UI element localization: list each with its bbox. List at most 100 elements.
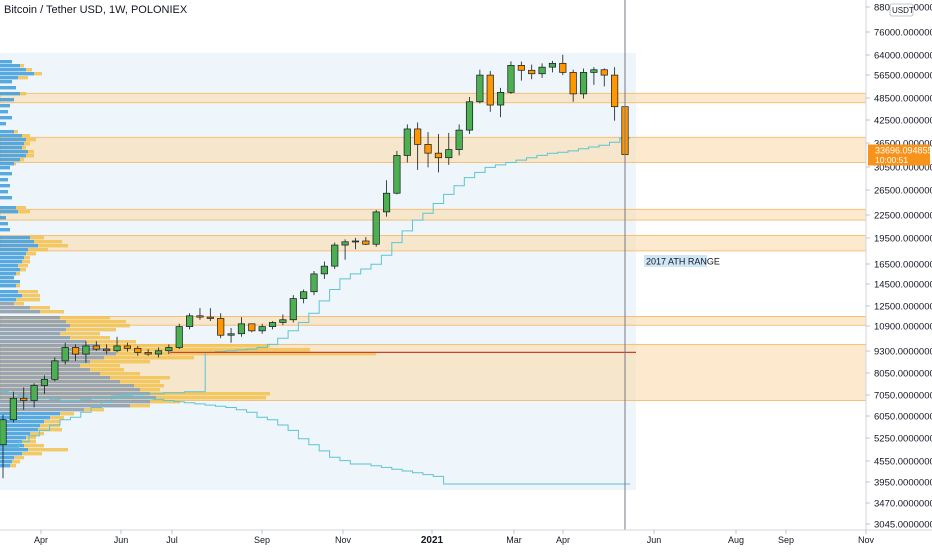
candle-body[interactable] (72, 347, 80, 355)
candle-body[interactable] (289, 298, 297, 321)
resistance-zone-1 (0, 92, 867, 104)
candle-body[interactable] (486, 74, 494, 106)
candles-layer[interactable] (0, 54, 629, 479)
candle-body[interactable] (165, 347, 173, 352)
volume-profile-bar (66, 320, 126, 324)
candle-body[interactable] (82, 345, 90, 355)
candle-body[interactable] (538, 66, 546, 75)
candle-body[interactable] (248, 323, 256, 332)
price-axis[interactable]: 88000.0000000076000.0000000064000.000000… (866, 3, 932, 531)
candle-body[interactable] (320, 265, 328, 275)
candle-body[interactable] (497, 92, 505, 106)
candle-body[interactable] (465, 101, 474, 131)
candle-body[interactable] (445, 149, 453, 159)
candle-body[interactable] (237, 323, 245, 335)
volume-profile-bar (150, 392, 270, 396)
volume-profile-bar (0, 76, 18, 80)
candle-body[interactable] (476, 74, 484, 103)
candle-body[interactable] (559, 62, 567, 73)
candle-body[interactable] (0, 419, 7, 446)
candle-body[interactable] (217, 318, 225, 336)
candle-body[interactable] (300, 291, 308, 299)
candle-body[interactable] (9, 397, 17, 421)
candle-body[interactable] (362, 240, 370, 245)
volume-profile-bar (0, 298, 16, 302)
candle-body[interactable] (103, 348, 111, 352)
price-axis-label: 36500.00000000 (874, 139, 932, 150)
volume-profile-bar (0, 134, 22, 138)
candle-body[interactable] (424, 144, 432, 154)
candle-body[interactable] (268, 322, 277, 327)
volume-profile-bar (0, 92, 20, 96)
candle-body[interactable] (351, 240, 360, 243)
candle-body[interactable] (455, 129, 463, 150)
volume-profile-bar (0, 64, 20, 68)
candle-body[interactable] (611, 74, 619, 108)
volume-profile-bar (0, 68, 26, 72)
volume-profile-bar (28, 150, 34, 154)
candle-body[interactable] (61, 347, 69, 362)
volume-profile-bar (0, 116, 12, 120)
price-axis-label: 64000.00000000 (874, 51, 932, 62)
candle-body[interactable] (507, 65, 515, 93)
volume-profile-bar (0, 86, 16, 90)
candle-body[interactable] (144, 352, 152, 355)
price-axis-label: 30500.00000000 (874, 163, 932, 174)
candle-body[interactable] (186, 315, 194, 327)
volume-profile-bar (130, 404, 150, 408)
candle-body[interactable] (30, 385, 38, 401)
volume-profile-bar (26, 68, 32, 72)
volume-profile-bar (30, 432, 44, 436)
volume-profile-bar (0, 388, 140, 392)
price-axis-label: 7050.00000000 (874, 391, 932, 402)
candle-body[interactable] (403, 128, 411, 156)
volume-profile-bar (44, 420, 60, 424)
candle-body[interactable] (434, 152, 442, 159)
candle-body[interactable] (175, 326, 183, 348)
candle-body[interactable] (331, 244, 339, 267)
candle-body[interactable] (528, 69, 536, 75)
volume-profile-bar (0, 158, 20, 162)
price-axis-label: 12500.00000000 (874, 302, 932, 313)
volume-profile-bar (30, 236, 44, 240)
candle-body[interactable] (383, 192, 391, 213)
candle-body[interactable] (569, 72, 577, 95)
volume-profile-bar (0, 196, 12, 200)
candle-body[interactable] (600, 69, 608, 76)
candle-body[interactable] (579, 72, 588, 95)
time-axis[interactable]: Apr Jun Jul Sep Nov 2021 Mar Apr Jun Aug Sep Nov (34, 530, 875, 546)
candle-body[interactable] (310, 273, 318, 293)
candle-body[interactable] (227, 333, 235, 336)
volume-profile-bar (70, 336, 110, 340)
candle-body[interactable] (123, 345, 131, 349)
volume-profile-bar (134, 384, 164, 388)
candle-body[interactable] (517, 65, 525, 71)
volume-profile-bar (0, 424, 40, 428)
volume-profile-bar (0, 460, 12, 464)
candle-body[interactable] (372, 211, 380, 245)
candle-body[interactable] (51, 360, 59, 380)
candle-body[interactable] (134, 347, 142, 353)
candle-body[interactable] (279, 319, 287, 323)
candle-body[interactable] (154, 350, 163, 355)
candle-body[interactable] (590, 69, 598, 73)
currency-badge[interactable] (889, 3, 914, 17)
candle-body[interactable] (113, 345, 121, 352)
time-axis-label: Apr (34, 535, 48, 545)
volume-profile-bar (18, 76, 28, 80)
volume-profile-bar (0, 352, 116, 356)
candle-body[interactable] (206, 316, 214, 319)
volume-profile-bar (0, 380, 120, 384)
candle-body[interactable] (393, 155, 401, 194)
candle-body[interactable] (414, 128, 422, 145)
candle-body[interactable] (92, 345, 100, 350)
volume-profile-bar (90, 360, 150, 364)
candle-body[interactable] (548, 62, 556, 68)
candle-body[interactable] (196, 315, 204, 318)
candle-body[interactable] (20, 397, 28, 401)
candle-body[interactable] (258, 326, 266, 332)
candle-body[interactable] (40, 379, 49, 386)
candle-body[interactable] (341, 241, 349, 246)
